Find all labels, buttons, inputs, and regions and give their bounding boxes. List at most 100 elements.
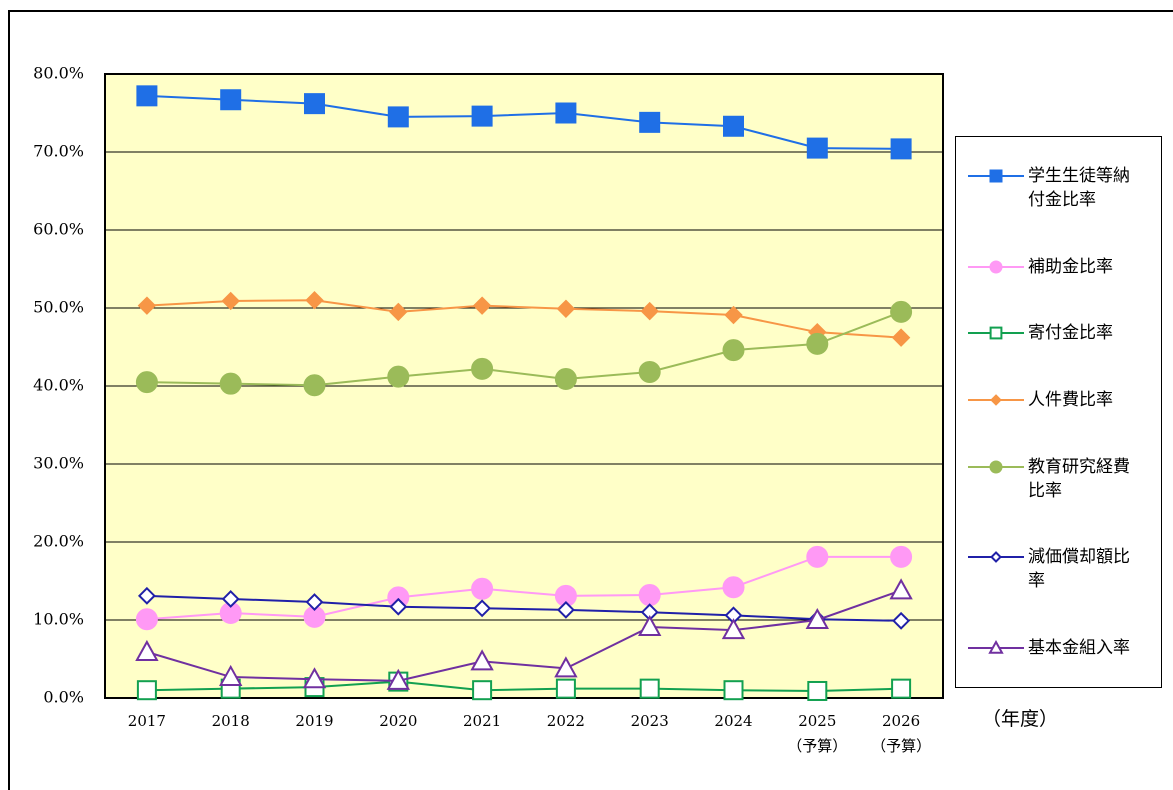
- x-tick-label: 2022: [547, 712, 585, 730]
- legend-label: 教育研究経費比率: [1028, 456, 1130, 501]
- y-tick-label: 10.0%: [33, 610, 84, 629]
- legend-swatch: [968, 260, 1024, 274]
- legend-swatch: [968, 460, 1024, 474]
- legend-label: 学生生徒等納付金比率: [1028, 166, 1130, 211]
- x-tick-label: 2019: [295, 712, 333, 730]
- data-point: [304, 93, 325, 115]
- data-point: [389, 597, 408, 616]
- x-tick-label: 2026 （予算）: [871, 712, 931, 755]
- legend-entry: 補助金比率: [956, 255, 1161, 279]
- x-tick-label: 2018: [212, 712, 250, 730]
- x-tick-label: 2025 （予算）: [787, 712, 847, 755]
- x-tick-label: 2017: [128, 712, 166, 730]
- data-point: [556, 600, 575, 619]
- data-point: [136, 680, 157, 701]
- y-tick-label: 70.0%: [33, 142, 84, 161]
- data-point: [890, 300, 913, 323]
- data-point: [135, 639, 159, 661]
- data-point: [219, 372, 242, 395]
- series-line: [146, 594, 902, 622]
- data-point: [302, 667, 327, 689]
- data-point: [723, 680, 744, 701]
- data-point: [471, 357, 494, 380]
- legend-label: 減価償却額比率: [1028, 547, 1130, 592]
- legend-swatch: [968, 327, 1024, 340]
- data-point: [135, 608, 158, 631]
- legend-entry: 減価償却額比率: [956, 545, 1161, 593]
- data-point: [137, 296, 157, 315]
- data-point: [890, 138, 912, 160]
- data-point: [638, 614, 662, 637]
- data-point: [470, 649, 494, 671]
- data-point: [303, 374, 326, 397]
- data-point: [554, 367, 577, 390]
- data-point: [805, 607, 829, 629]
- series-line: [146, 589, 902, 682]
- data-point: [891, 678, 912, 699]
- data-point: [219, 664, 243, 686]
- y-tick-label: 30.0%: [33, 454, 84, 473]
- data-point: [639, 678, 660, 699]
- y-tick-label: 50.0%: [33, 298, 84, 317]
- legend-entry: 基本金組入率: [956, 636, 1161, 660]
- x-tick-label: 2021: [463, 712, 501, 730]
- data-point: [638, 360, 661, 383]
- x-tick-label: 2023: [631, 712, 669, 730]
- data-point: [472, 680, 493, 701]
- series-line: [146, 680, 902, 692]
- data-point: [891, 328, 911, 347]
- series-line: [146, 555, 902, 621]
- data-point: [806, 137, 828, 159]
- legend-swatch: [968, 169, 1024, 183]
- legend-label: 基本金組入率: [1028, 637, 1130, 658]
- y-tick-label: 0.0%: [43, 688, 84, 707]
- y-tick-label: 20.0%: [33, 532, 84, 551]
- series-line: [146, 299, 902, 339]
- data-point: [471, 577, 494, 600]
- data-point: [724, 305, 743, 325]
- data-point: [555, 678, 576, 699]
- data-point: [389, 302, 408, 322]
- data-point: [556, 299, 576, 318]
- data-point: [221, 590, 240, 608]
- plot-border: [104, 73, 944, 699]
- data-point: [892, 611, 911, 630]
- legend-entry: 教育研究経費比率: [956, 455, 1161, 503]
- data-point: [890, 545, 913, 568]
- marker: [989, 327, 1003, 340]
- data-point: [640, 301, 659, 321]
- data-point: [721, 618, 746, 640]
- data-point: [136, 85, 158, 107]
- legend-entry: 人件費比率: [956, 388, 1161, 412]
- marker: [989, 260, 1003, 274]
- legend-swatch: [968, 394, 1024, 406]
- data-point: [305, 290, 324, 310]
- legend-label: 補助金比率: [1028, 256, 1113, 277]
- legend-entry: 学生生徒等納付金比率: [956, 164, 1161, 212]
- y-tick-label: 40.0%: [33, 376, 84, 395]
- data-point: [806, 545, 829, 568]
- x-tick-label: 2024: [714, 712, 752, 730]
- data-point: [638, 584, 661, 607]
- series-line: [146, 94, 902, 150]
- data-point: [471, 105, 493, 127]
- data-point: [387, 365, 410, 388]
- data-point: [554, 656, 578, 678]
- y-tick-label: 80.0%: [33, 64, 84, 83]
- data-point: [806, 332, 829, 355]
- data-point: [722, 339, 745, 362]
- marker: [989, 169, 1003, 183]
- data-point: [472, 296, 492, 315]
- legend-entry: 寄付金比率: [956, 321, 1161, 345]
- data-point: [135, 371, 158, 394]
- legend-label: 人件費比率: [1028, 389, 1113, 410]
- data-point: [220, 89, 242, 111]
- data-point: [722, 576, 745, 599]
- legend-swatch: [968, 551, 1024, 564]
- marker: [990, 551, 1002, 564]
- x-axis-label: （年度）: [982, 708, 1058, 730]
- data-point: [723, 115, 744, 137]
- marker: [989, 460, 1003, 474]
